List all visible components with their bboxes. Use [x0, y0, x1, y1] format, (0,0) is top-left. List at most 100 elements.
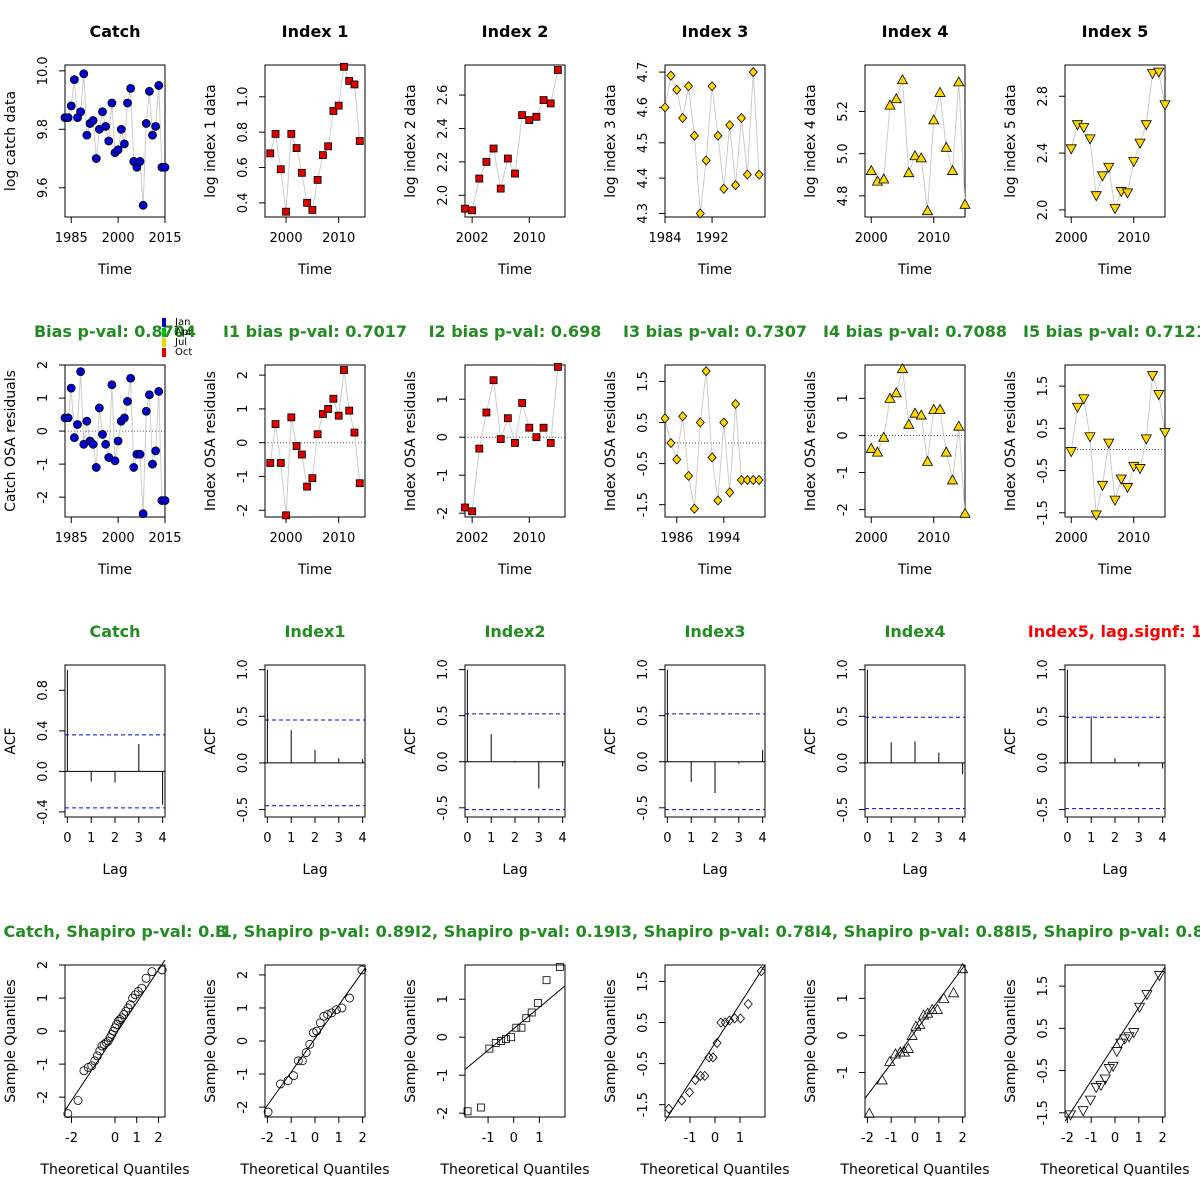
- data-point: [959, 198, 971, 209]
- data-point: [909, 149, 921, 161]
- y-tick-label: 9.6: [36, 177, 51, 198]
- qq-point: [522, 1014, 531, 1023]
- qq-point: [301, 1048, 311, 1057]
- panel-title: Index5, lag.signf: 1: [1028, 622, 1200, 641]
- data-point: [116, 124, 126, 134]
- data-point: [297, 168, 306, 177]
- data-point: [695, 208, 705, 219]
- plot-frame: [464, 664, 566, 818]
- qq-point: [305, 1039, 315, 1049]
- y-axis-label: Sample Quantiles: [3, 979, 19, 1102]
- data-point: [953, 76, 965, 87]
- data-point: [271, 130, 280, 138]
- y-tick-label: 2.0: [1036, 200, 1051, 221]
- data-point: [1153, 390, 1165, 401]
- y-axis-label: Sample Quantiles: [403, 979, 419, 1102]
- panel-21: I2, Shapiro p-val: 0.19 -1 0 1 -2 -1 0 1 Theoret…: [403, 922, 615, 1178]
- x-tick-label: 3: [135, 831, 143, 846]
- plot-frame: [264, 64, 366, 218]
- x-tick-label: 1: [1135, 1131, 1143, 1146]
- y-tick-label: 0.0: [1036, 753, 1051, 774]
- x-tick-label: 4: [1158, 831, 1166, 846]
- panel-title: Bias p-val: 0.8704: [34, 322, 196, 341]
- qq-point: [92, 1051, 102, 1061]
- legend-swatch: [162, 338, 166, 347]
- data-point: [350, 428, 359, 437]
- qq-point: [1128, 1028, 1140, 1039]
- data-point: [865, 164, 877, 175]
- y-tick-label: 1.0: [636, 659, 651, 680]
- data-point: [287, 413, 296, 422]
- x-tick-label: -1: [885, 1131, 898, 1146]
- x-tick-label: 2000: [855, 231, 888, 246]
- data-point: [660, 413, 670, 424]
- data-point: [525, 423, 534, 432]
- data-point: [276, 165, 285, 174]
- y-tick-label: 1.0: [236, 659, 251, 680]
- y-axis-label: Sample Quantiles: [203, 979, 219, 1102]
- x-tick-label: 1: [487, 831, 495, 846]
- x-tick-label: 1: [87, 831, 95, 846]
- panel-title: Index 3: [682, 22, 749, 41]
- data-point: [308, 474, 317, 483]
- qq-point: [1084, 1095, 1097, 1106]
- x-tick-label: 2: [958, 1131, 966, 1146]
- x-tick-label: 1: [287, 831, 295, 846]
- data-point: [678, 411, 688, 422]
- qq-point: [1133, 1002, 1146, 1014]
- y-tick-label: 0: [36, 427, 51, 435]
- x-tick-label: 2002: [456, 231, 489, 246]
- data-point: [1121, 188, 1134, 199]
- x-tick-label: 2000: [270, 231, 303, 246]
- qq-point: [700, 1070, 710, 1082]
- data-point: [511, 169, 519, 178]
- legend-label: Oct: [175, 347, 192, 358]
- plot-frame: [264, 364, 366, 518]
- data-point: [1071, 402, 1084, 414]
- qq-point: [917, 1009, 930, 1020]
- y-tick-label: -2: [436, 507, 451, 520]
- data-point: [66, 383, 76, 393]
- x-tick-label: 2000: [270, 531, 303, 546]
- y-tick-label: -1.5: [636, 1092, 651, 1117]
- y-tick-label: 2.6: [436, 85, 451, 106]
- data-point: [160, 496, 170, 505]
- panel-title: Index 2: [482, 22, 549, 41]
- qq-point: [507, 1033, 516, 1042]
- x-tick-label: 2000: [102, 531, 135, 546]
- plot-frame: [464, 64, 566, 218]
- x-axis-label: Theoretical Quantiles: [639, 1162, 789, 1178]
- qq-point: [463, 1107, 472, 1116]
- x-axis-label: Time: [297, 562, 332, 578]
- data-point: [461, 204, 469, 213]
- x-tick-label: 1994: [707, 531, 740, 546]
- y-tick-label: 0: [36, 1027, 51, 1035]
- panel-15: Index2 0 1 2 3 4 -0.5 0.0 0.5 1.0 Lag ACF: [403, 622, 567, 878]
- x-tick-label: -1: [684, 1131, 697, 1146]
- y-axis-label: ACF: [403, 727, 419, 754]
- panel-12: I5 bias p-val: 0.7121 2000 2010 -1.5 -0.5 0.5…: [1003, 322, 1200, 578]
- data-point: [731, 398, 741, 410]
- y-tick-label: -1: [236, 470, 251, 483]
- x-tick-label: 2: [511, 831, 519, 846]
- plot-frame: [1064, 964, 1166, 1118]
- panel-7: Bias p-val: 0.8704 1985 2000 2015 -2 -1 0 1 2 Tim…: [3, 317, 196, 578]
- panel-23: I4, Shapiro p-val: 0.88-2 -1 0 1 2-101Theore…: [803, 922, 1015, 1178]
- data-point: [878, 431, 890, 442]
- x-tick-label: 2010: [917, 531, 950, 546]
- y-axis-label: Sample Quantiles: [603, 979, 619, 1102]
- x-tick-label: 1985: [55, 531, 88, 546]
- qq-point: [289, 1071, 298, 1081]
- qq-point: [704, 1052, 714, 1063]
- x-tick-label: 2: [358, 1131, 366, 1146]
- qq-point: [312, 1026, 322, 1036]
- data-point: [144, 86, 154, 96]
- data-point: [1140, 120, 1152, 131]
- qq-point: [327, 1008, 337, 1018]
- data-point: [1090, 510, 1102, 521]
- panel-14: Index1 0 1 2 3 4 -0.5 0.0 0.5 1.0 Lag ACF: [203, 622, 367, 878]
- data-point: [292, 144, 301, 152]
- plot-frame: [1064, 364, 1166, 518]
- qq-point: [147, 967, 157, 977]
- data-point: [725, 487, 735, 498]
